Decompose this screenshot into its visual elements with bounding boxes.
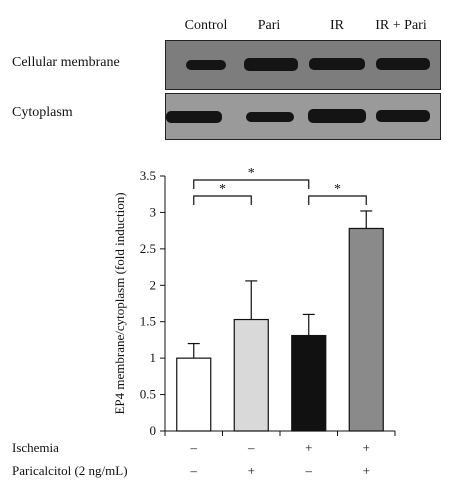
condition-symbol: – bbox=[190, 463, 198, 478]
band-membrane-ir bbox=[309, 58, 365, 70]
y-tick-label: 3.5 bbox=[140, 168, 156, 183]
y-tick-label: 0.5 bbox=[140, 387, 156, 402]
bar bbox=[348, 227, 384, 432]
lane-label-pari: Pari bbox=[257, 18, 281, 33]
y-tick-label: 1 bbox=[150, 350, 157, 365]
significance-label: * bbox=[248, 166, 255, 181]
condition-symbol: + bbox=[305, 440, 312, 455]
condition-symbol: + bbox=[248, 463, 255, 478]
row-label-membrane: Cellular membrane bbox=[12, 55, 120, 70]
lane-label-control: Control bbox=[184, 18, 228, 33]
condition-table: Ischemia – – + + Paricalcitol (2 ng/mL) – + – + bbox=[12, 440, 370, 478]
bar bbox=[291, 334, 327, 432]
y-axis-label: EP4 membrane/cytoplasm (fold induction) bbox=[112, 192, 127, 414]
condition-symbol: + bbox=[363, 440, 370, 455]
lane-label-ir-pari: IR + Pari bbox=[375, 18, 427, 33]
band-cytoplasm-ir-pari bbox=[376, 110, 430, 122]
row-label-cytoplasm: Cytoplasm bbox=[12, 105, 73, 120]
condition-symbol: + bbox=[363, 463, 370, 478]
y-tick-label: 1.5 bbox=[140, 314, 156, 329]
chart-bars bbox=[176, 210, 384, 432]
significance-bracket bbox=[193, 179, 310, 189]
significance-brackets: * * * bbox=[193, 166, 367, 205]
bar bbox=[233, 318, 269, 432]
lane-label-ir: IR bbox=[330, 18, 344, 33]
y-tick-label: 0 bbox=[150, 423, 157, 438]
significance-label: * bbox=[219, 182, 226, 197]
significance-label: * bbox=[334, 182, 341, 197]
band-membrane-ir-pari bbox=[376, 58, 430, 70]
significance-bracket bbox=[308, 195, 367, 205]
y-tick-label: 3 bbox=[150, 204, 157, 219]
band-cytoplasm-pari bbox=[246, 112, 294, 122]
band-membrane-pari bbox=[244, 58, 298, 71]
band-cytoplasm-ir bbox=[308, 109, 366, 123]
condition-symbol: – bbox=[305, 463, 313, 478]
condition-symbol: – bbox=[190, 440, 198, 455]
blot-strip-cytoplasm bbox=[165, 93, 441, 140]
band-cytoplasm-control bbox=[166, 111, 222, 123]
band-membrane-control bbox=[186, 60, 226, 70]
bar bbox=[176, 357, 212, 432]
blot-strip-membrane bbox=[165, 40, 441, 90]
condition-label: Paricalcitol (2 ng/mL) bbox=[12, 463, 128, 478]
condition-symbol: – bbox=[247, 440, 255, 455]
y-tick-label: 2 bbox=[150, 277, 157, 292]
significance-bracket bbox=[193, 195, 252, 205]
y-tick-label: 2.5 bbox=[140, 241, 156, 256]
condition-label: Ischemia bbox=[12, 440, 59, 455]
